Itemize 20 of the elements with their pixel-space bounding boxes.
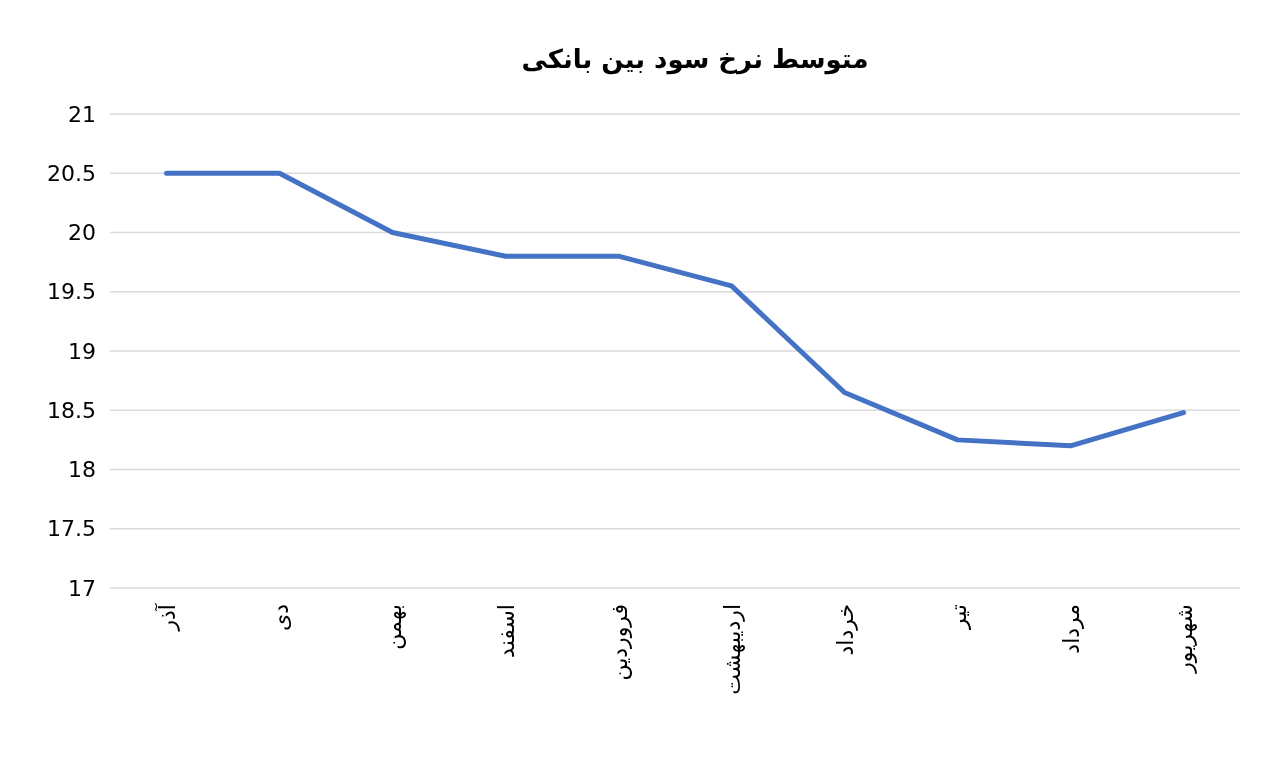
chart-title: متوسط نرخ سود بین بانکی — [521, 44, 869, 75]
x-tick-label: تیر — [945, 604, 971, 630]
y-tick-label: 21 — [68, 101, 96, 127]
x-tick-label: اردیبهشت — [719, 604, 745, 695]
x-tick-label: بهمن — [380, 604, 406, 650]
y-tick-label: 17 — [68, 575, 96, 601]
x-tick-label: دی — [267, 604, 293, 632]
y-tick-label: 19.5 — [47, 279, 96, 305]
x-tick-label: خرداد — [832, 604, 858, 656]
y-tick-label: 19 — [68, 338, 96, 364]
y-tick-label: 20 — [68, 220, 96, 246]
x-tick-label: فروردین — [606, 604, 632, 681]
x-tick-label: شهریور — [1171, 604, 1197, 674]
y-tick-label: 17.5 — [47, 516, 96, 542]
y-tick-label: 18 — [68, 457, 96, 483]
x-tick-label: اسفند — [493, 604, 519, 658]
y-tick-label: 20.5 — [47, 160, 96, 186]
x-tick-label: آذر — [153, 603, 180, 632]
x-tick-label: مرداد — [1058, 604, 1084, 654]
y-tick-label: 18.5 — [47, 397, 96, 423]
